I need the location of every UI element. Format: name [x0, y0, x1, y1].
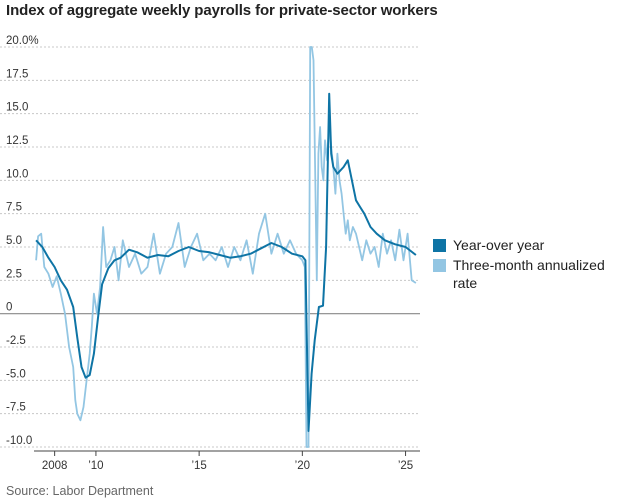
legend-swatch-three-month	[433, 259, 446, 272]
y-axis-tick-labels: 20.0% 17.5 15.0 12.5 10.0 7.5 5.0 2.5 0 -2.5 -5.0 -…	[6, 35, 39, 447]
y-tick-label-5: 7.5	[6, 202, 22, 214]
y-tick-label-0: 20.0%	[6, 35, 39, 47]
source-note: Source: Labor Department	[6, 484, 154, 498]
legend-item-year-over-year: Year-over year	[433, 236, 618, 254]
legend-item-three-month: Three-month annualized rate	[433, 256, 618, 292]
y-tick-label-8: 0	[6, 302, 12, 314]
x-tick-label-1: ’10	[88, 460, 103, 472]
y-tick-label-3: 12.5	[6, 135, 28, 147]
x-tick-label-0: 2008	[42, 460, 68, 472]
y-tick-label-1: 17.5	[6, 68, 28, 80]
line-chart: 20.0% 17.5 15.0 12.5 10.0 7.5 5.0 2.5 0 -2.5 -5.0 -…	[0, 35, 420, 472]
y-tick-label-2: 15.0	[6, 102, 28, 114]
series-line-three-month	[35, 46, 417, 448]
y-tick-label-12: -10.0	[6, 435, 32, 447]
legend: Year-over year Three-month annualized ra…	[433, 236, 618, 294]
gridlines	[0, 46, 420, 448]
y-tick-label-10: -5.0	[6, 368, 26, 380]
x-tick-label-3: ’20	[295, 460, 310, 472]
y-tick-label-11: -7.5	[6, 402, 26, 414]
legend-swatch-year-over-year	[433, 239, 446, 252]
y-tick-label-9: -2.5	[6, 335, 26, 347]
series-lines	[35, 46, 417, 448]
chart-title: Index of aggregate weekly payrolls for p…	[6, 2, 438, 19]
x-tick-label-4: ’25	[398, 460, 413, 472]
legend-label-year-over-year: Year-over year	[453, 237, 545, 253]
x-axis: 2008 ’10 ’15 ’20 ’25	[34, 450, 420, 472]
y-tick-label-6: 5.0	[6, 235, 22, 247]
legend-label-three-month: Three-month annualized rate	[453, 257, 605, 291]
series-line-year-over-year	[35, 92, 417, 432]
y-tick-label-4: 10.0	[6, 168, 28, 180]
x-tick-label-2: ’15	[191, 460, 206, 472]
y-tick-label-7: 2.5	[6, 268, 22, 280]
